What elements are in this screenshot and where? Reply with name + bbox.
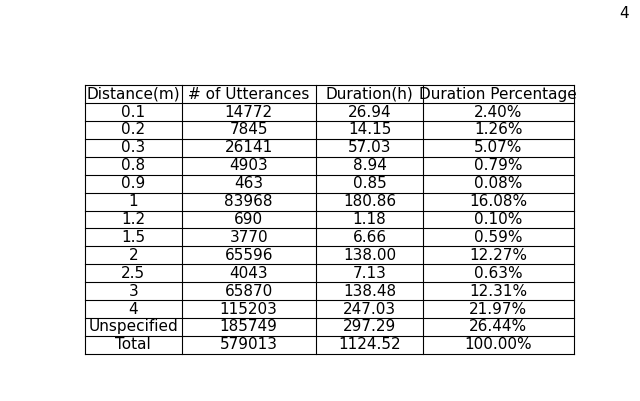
Text: Duration Percentage: Duration Percentage — [419, 87, 577, 101]
Text: 26141: 26141 — [225, 140, 273, 155]
Text: 65870: 65870 — [225, 284, 273, 299]
Text: Duration(h): Duration(h) — [326, 87, 413, 101]
Text: 1.2: 1.2 — [121, 212, 145, 227]
Text: 138.48: 138.48 — [343, 284, 396, 299]
Text: 180.86: 180.86 — [343, 194, 396, 209]
Text: 0.63%: 0.63% — [474, 266, 523, 281]
Text: 297.29: 297.29 — [343, 320, 396, 334]
Text: 4: 4 — [129, 302, 138, 316]
Text: 14772: 14772 — [225, 105, 273, 119]
Text: 0.79%: 0.79% — [474, 158, 523, 173]
Text: 100.00%: 100.00% — [465, 337, 532, 352]
Text: # of Utterances: # of Utterances — [188, 87, 309, 101]
Text: 16.08%: 16.08% — [469, 194, 527, 209]
Text: 65596: 65596 — [225, 248, 273, 263]
Text: 463: 463 — [234, 176, 263, 191]
Text: 83968: 83968 — [225, 194, 273, 209]
Text: 0.10%: 0.10% — [474, 212, 522, 227]
Text: 26.94: 26.94 — [348, 105, 391, 119]
Text: Distance(m): Distance(m) — [86, 87, 180, 101]
Text: 185749: 185749 — [220, 320, 278, 334]
Text: 14.15: 14.15 — [348, 122, 391, 138]
Text: 26.44%: 26.44% — [469, 320, 527, 334]
Text: 690: 690 — [234, 212, 263, 227]
Text: 0.9: 0.9 — [121, 176, 145, 191]
Text: 1: 1 — [129, 194, 138, 209]
Text: Unspecified: Unspecified — [88, 320, 178, 334]
Text: 3: 3 — [129, 284, 138, 299]
Text: 6.66: 6.66 — [353, 230, 387, 245]
Text: 12.27%: 12.27% — [469, 248, 527, 263]
Text: 7.13: 7.13 — [353, 266, 387, 281]
Text: 4903: 4903 — [229, 158, 268, 173]
Text: Total: Total — [115, 337, 151, 352]
Text: 0.1: 0.1 — [121, 105, 145, 119]
Text: 1.26%: 1.26% — [474, 122, 523, 138]
Text: 12.31%: 12.31% — [469, 284, 527, 299]
Text: 0.08%: 0.08% — [474, 176, 522, 191]
Text: 5.07%: 5.07% — [474, 140, 522, 155]
Text: 579013: 579013 — [220, 337, 278, 352]
Text: 247.03: 247.03 — [343, 302, 396, 316]
Text: 115203: 115203 — [220, 302, 278, 316]
Text: 0.8: 0.8 — [121, 158, 145, 173]
Text: 0.2: 0.2 — [121, 122, 145, 138]
Text: 4: 4 — [619, 6, 629, 21]
Text: 138.00: 138.00 — [343, 248, 396, 263]
Text: 3770: 3770 — [229, 230, 268, 245]
Text: 2: 2 — [129, 248, 138, 263]
Text: 2.5: 2.5 — [121, 266, 145, 281]
Text: 8.94: 8.94 — [353, 158, 387, 173]
Text: 1.18: 1.18 — [353, 212, 387, 227]
Text: 21.97%: 21.97% — [469, 302, 527, 316]
Text: 0.59%: 0.59% — [474, 230, 523, 245]
Text: 4043: 4043 — [229, 266, 268, 281]
Text: 1124.52: 1124.52 — [338, 337, 401, 352]
Text: 7845: 7845 — [230, 122, 268, 138]
Text: 2.40%: 2.40% — [474, 105, 522, 119]
Text: 0.85: 0.85 — [353, 176, 387, 191]
Text: 0.3: 0.3 — [121, 140, 145, 155]
Text: 57.03: 57.03 — [348, 140, 391, 155]
Text: 1.5: 1.5 — [121, 230, 145, 245]
